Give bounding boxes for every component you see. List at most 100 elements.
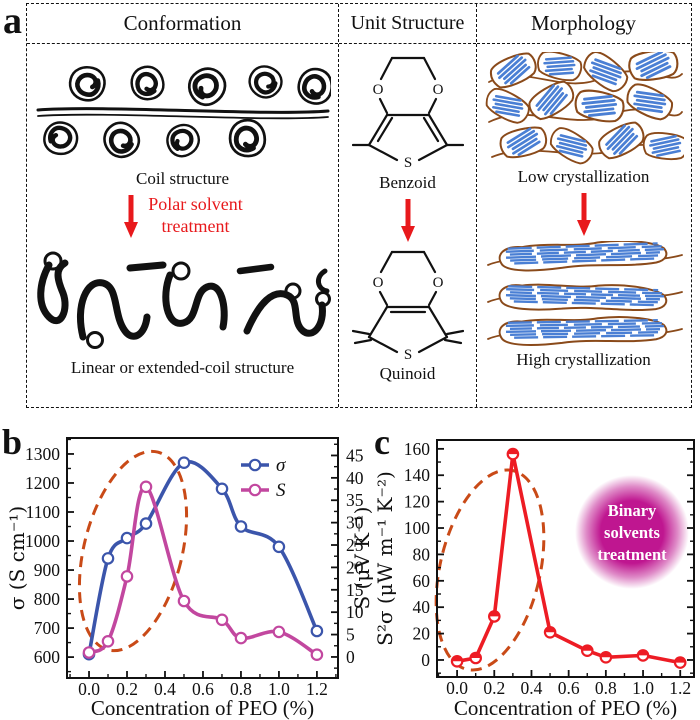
data-point-marker bbox=[272, 625, 286, 639]
arrow-text-line2: treatment bbox=[161, 215, 230, 236]
binary-solvents-blob bbox=[575, 475, 689, 589]
svg-text:15: 15 bbox=[346, 580, 364, 600]
svg-text:0.6: 0.6 bbox=[192, 679, 214, 699]
data-point-marker bbox=[177, 456, 191, 470]
svg-text:45: 45 bbox=[346, 445, 364, 465]
down-arrow-icon bbox=[576, 192, 591, 236]
data-point-marker bbox=[234, 631, 248, 645]
axes-b: 0.0 0.2 0.4 0.6 0.8 1.0 1.2 600 700 800 900 1000 110… bbox=[25, 438, 364, 699]
svg-text:120: 120 bbox=[404, 492, 431, 512]
svg-text:0.8: 0.8 bbox=[595, 678, 617, 698]
plot-frame bbox=[436, 439, 695, 678]
legend: σS bbox=[241, 455, 286, 501]
arrow-text-line1: Polar solvent bbox=[148, 194, 243, 215]
x-axis-title: Concentration of PEO (%) bbox=[91, 696, 314, 720]
svg-text:0: 0 bbox=[346, 647, 355, 667]
data-point-marker bbox=[673, 656, 687, 669]
series-σ bbox=[82, 456, 324, 661]
down-arrow-icon bbox=[400, 198, 415, 242]
coil-structure-drawing bbox=[36, 50, 331, 170]
svg-text:1100: 1100 bbox=[26, 502, 61, 522]
svg-text:1.2: 1.2 bbox=[669, 678, 691, 698]
benzoid-caption: Benzoid bbox=[379, 173, 436, 192]
axes-c: 0.0 0.2 0.4 0.6 0.8 1.0 1.2 0 20 40 60 80 100 120 140 1… bbox=[404, 439, 694, 698]
svg-text:10: 10 bbox=[346, 602, 364, 622]
arrow-head bbox=[576, 219, 591, 236]
high-crystallization-drawing bbox=[486, 240, 683, 347]
low-crystallization-caption: Low crystallization bbox=[517, 167, 650, 186]
svg-text:0.0: 0.0 bbox=[78, 679, 100, 699]
benzoid-oxygen-left: O bbox=[372, 82, 383, 98]
data-point-marker bbox=[599, 651, 613, 664]
data-point-marker bbox=[215, 482, 229, 496]
svg-text:1.0: 1.0 bbox=[268, 679, 290, 699]
series-S bbox=[82, 480, 324, 661]
legend-label: σ bbox=[276, 455, 286, 476]
data-point-marker bbox=[272, 540, 286, 554]
svg-text:1.0: 1.0 bbox=[632, 678, 654, 698]
morphology-column: Morphology bbox=[476, 4, 690, 407]
svg-text:5: 5 bbox=[346, 625, 355, 645]
svg-text:60: 60 bbox=[413, 571, 431, 591]
arrow-head bbox=[124, 221, 139, 238]
svg-text:25: 25 bbox=[346, 535, 364, 555]
data-point-marker bbox=[120, 570, 134, 583]
blob-text-line: treatment bbox=[597, 545, 667, 564]
svg-text:0.2: 0.2 bbox=[483, 678, 505, 698]
svg-text:20: 20 bbox=[346, 557, 364, 577]
benzoid-sulfur: S bbox=[403, 155, 411, 171]
coil-structure-caption: Coil structure bbox=[135, 169, 229, 188]
conformation-title: Conformation bbox=[27, 4, 338, 44]
svg-text:30: 30 bbox=[346, 513, 364, 533]
svg-text:80: 80 bbox=[413, 544, 431, 564]
conformation-column: Conformation bbox=[27, 4, 338, 407]
panel-a-label: a bbox=[3, 0, 22, 42]
svg-text:0.0: 0.0 bbox=[446, 678, 468, 698]
quinoid-oxygen-right: O bbox=[432, 275, 443, 291]
quinoid-sulfur: S bbox=[403, 347, 411, 363]
data-point-marker bbox=[101, 552, 115, 565]
svg-text:700: 700 bbox=[34, 618, 61, 638]
panel-c-label: c bbox=[374, 422, 390, 462]
data-point-marker bbox=[101, 635, 115, 648]
data-point-marker bbox=[234, 520, 248, 533]
series-line bbox=[87, 485, 319, 657]
chart-c: Binary solvents treatment 0.0 0.2 0.4 0.6 0.8 1.… bbox=[373, 439, 695, 720]
quinoid-oxygen-left: O bbox=[372, 275, 383, 291]
data-point-marker bbox=[487, 610, 501, 623]
data-point-marker bbox=[580, 644, 594, 657]
series-S²σ bbox=[450, 447, 687, 669]
y-axis-title: σ (S cm⁻¹) bbox=[5, 506, 29, 610]
data-point-marker bbox=[215, 613, 229, 627]
svg-text:900: 900 bbox=[34, 560, 61, 580]
down-arrow-icon bbox=[124, 194, 139, 238]
data-point-marker bbox=[120, 531, 134, 545]
panel-a-schematic: Conformation bbox=[26, 3, 692, 408]
data-point-marker bbox=[139, 480, 153, 494]
svg-text:1000: 1000 bbox=[25, 531, 60, 551]
chart-b: 0.0 0.2 0.4 0.6 0.8 1.0 1.2 600 700 800 900 1000 110… bbox=[5, 437, 374, 720]
data-point-marker bbox=[310, 624, 324, 638]
svg-text:0.8: 0.8 bbox=[230, 679, 252, 699]
svg-text:0.4: 0.4 bbox=[154, 679, 176, 699]
svg-text:20: 20 bbox=[413, 624, 431, 644]
svg-text:1200: 1200 bbox=[25, 473, 60, 493]
right-axis-title: S (μV K⁻¹) bbox=[350, 507, 374, 610]
polar-solvent-treatment-label: Polar solvent treatment bbox=[148, 194, 243, 237]
extended-coil-drawing bbox=[36, 251, 331, 349]
benzoid-oxygen-right: O bbox=[432, 82, 443, 98]
data-point-marker bbox=[177, 594, 191, 608]
legend-label: S bbox=[276, 480, 286, 501]
benzoid-structure-drawing: O O S bbox=[351, 56, 464, 171]
extended-coil-caption: Linear or extended-coil structure bbox=[70, 357, 295, 377]
quinoid-structure-drawing: O O S bbox=[351, 250, 464, 363]
svg-text:600: 600 bbox=[34, 647, 61, 667]
highlight-ellipse bbox=[77, 449, 189, 653]
svg-text:40: 40 bbox=[413, 597, 431, 617]
low-crystallization-drawing bbox=[483, 52, 684, 168]
svg-text:40: 40 bbox=[346, 468, 364, 488]
data-point-marker bbox=[310, 648, 324, 661]
svg-text:1.2: 1.2 bbox=[306, 679, 328, 699]
data-point-marker bbox=[82, 646, 96, 659]
